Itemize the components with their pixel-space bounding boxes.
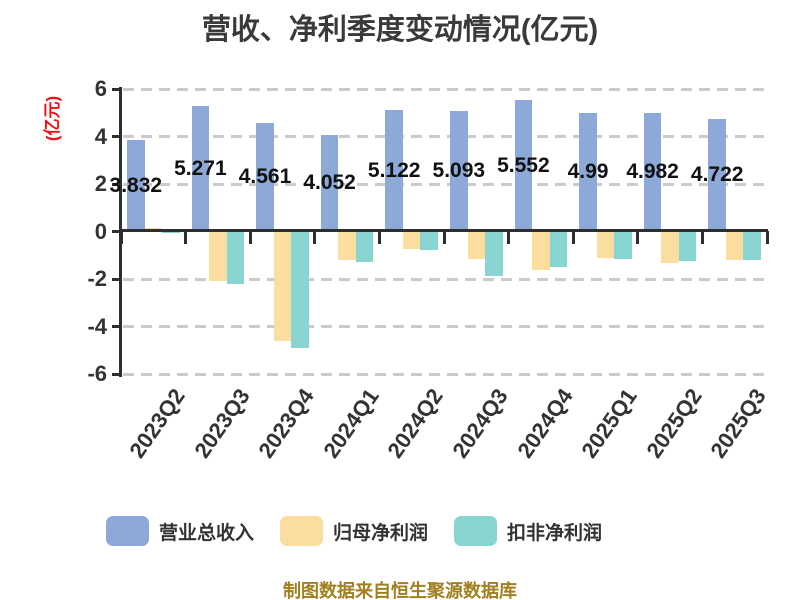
chart-title: 营收、净利季度变动情况(亿元) [201,14,599,46]
y-gridline [123,182,767,186]
bar-归母净利润-2024Q1 [338,231,356,260]
y-tick-label: -2 [87,266,107,291]
x-tick [442,230,446,244]
x-tick [313,230,317,244]
x-tick-label: 2025Q3 [705,384,772,463]
x-tick [636,230,640,244]
bar-扣非净利润-2024Q4 [549,231,568,268]
bar-扣非净利润-2024Q2 [420,231,438,251]
x-tick [119,230,123,244]
legend-swatch [454,516,498,546]
bar-归母净利润-2023Q3 [209,231,227,282]
bar-归母净利润-2023Q4 [273,231,292,342]
x-tick [700,230,704,244]
bar-营业总收入-2025Q1 [579,112,597,232]
bar-营业总收入-2024Q4 [514,99,533,232]
legend-label: 营业总收入 [159,522,255,544]
legend-swatch [106,516,149,546]
bar-扣非净利润-2024Q3 [485,231,503,276]
bar-归母净利润-2024Q2 [402,231,421,250]
x-tick-label: 2023Q3 [188,384,255,463]
x-tick-label: 2023Q2 [124,384,190,463]
legend-item: 扣非净利润 [454,516,602,546]
bar-营业总收入-2023Q2 [127,140,145,232]
x-tick-label: 2024Q4 [511,384,578,463]
legend-swatch [280,516,324,546]
value-label: 4.722 [690,163,744,187]
bar-扣非净利润-2023Q3 [226,231,245,284]
bar-扣非净利润-2025Q1 [614,231,632,260]
y-gridline [123,277,767,281]
source-caption: 制图数据来自恒生聚源数据库 [283,581,517,600]
value-label: 4.982 [626,160,679,184]
bar-营业总收入-2023Q3 [191,106,210,232]
legend-label: 归母净利润 [333,522,429,544]
value-label: 4.561 [238,165,292,189]
value-label: 5.552 [497,153,550,177]
bar-营业总收入-2023Q4 [256,123,274,232]
bar-营业总收入-2024Q1 [320,135,339,232]
bar-归母净利润-2025Q1 [596,231,615,258]
y-tick [112,372,120,376]
x-tick-label: 2023Q4 [253,384,319,463]
legend-item: 营业总收入 [106,516,254,546]
bar-营业总收入-2024Q3 [450,110,468,232]
legend-label: 扣非净利润 [507,522,603,544]
value-label: 4.99 [567,160,609,184]
value-label: 5.271 [174,156,227,180]
bar-扣非净利润-2025Q3 [743,231,761,261]
y-tick-label: 2 [94,171,107,196]
x-tick [765,230,769,244]
x-tick-label: 2024Q3 [447,384,513,463]
bar-归母净利润-2025Q2 [661,231,679,264]
x-tick-label: 2025Q1 [576,384,642,463]
y-gridline [123,135,767,138]
y-gridline [123,325,767,328]
y-tick-label: 6 [94,76,107,101]
y-tick [112,182,120,186]
legend-item: 归母净利润 [280,516,428,546]
x-tick-label: 2025Q2 [641,384,707,463]
y-tick [112,277,120,281]
value-label: 5.093 [432,159,486,183]
bar-归母净利润-2025Q3 [725,231,744,261]
bar-扣非净利润-2025Q2 [678,231,697,262]
x-tick [184,230,188,244]
y-tick [112,135,120,138]
bar-营业总收入-2024Q2 [385,109,403,232]
y-gridline [123,87,767,91]
y-tick [112,325,120,328]
legend: 营业总收入 归母净利润 扣非净利润 [106,516,602,546]
value-label: 3.832 [109,173,163,197]
y-tick-label: 4 [94,123,107,149]
x-tick [248,230,252,244]
bar-扣非净利润-2024Q1 [355,231,374,263]
x-tick [571,230,575,244]
y-gridline [123,372,767,376]
bar-营业总收入-2025Q3 [708,119,726,232]
x-tick [377,230,381,244]
value-label: 5.122 [367,158,421,182]
y-tick-label: 0 [94,218,107,244]
bar-扣非净利润-2023Q4 [291,231,309,348]
bar-归母净利润-2024Q4 [532,231,550,270]
y-tick-label: -6 [87,361,107,386]
y-tick [112,230,120,233]
value-label: 4.052 [303,171,356,195]
x-tick-label: 2024Q2 [382,384,449,463]
y-tick [112,87,120,91]
bar-归母净利润-2024Q3 [467,231,486,260]
y-tick-label: -4 [87,313,107,339]
x-tick [507,230,511,244]
bar-扣非净利润-2023Q2 [162,231,180,234]
x-tick-label: 2024Q1 [318,384,384,463]
bar-营业总收入-2025Q2 [643,113,662,232]
